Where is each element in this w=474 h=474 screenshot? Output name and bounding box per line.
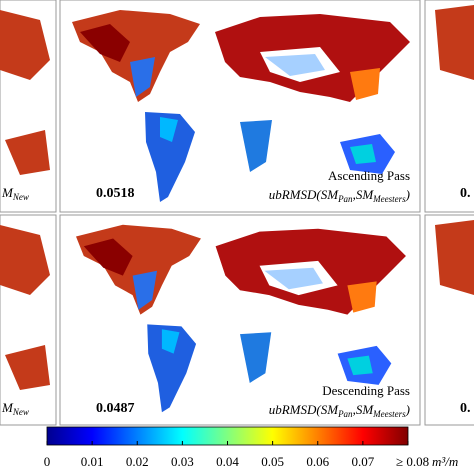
left-fragment: MNew	[1, 400, 29, 417]
metric: ubRMSD(SMPan,SMMeesters)	[269, 402, 410, 419]
paren: (	[316, 187, 321, 202]
sub: Meesters	[372, 194, 406, 204]
tick-label: 0.04	[216, 454, 239, 469]
tick-label: ≥ 0.08	[396, 454, 429, 469]
comma: ,	[353, 402, 356, 417]
sm: SM	[321, 187, 340, 202]
metric-prefix: ubRMSD	[269, 187, 317, 202]
sm: SM	[356, 187, 375, 202]
sm: SM	[356, 402, 375, 417]
score: 0.0487	[96, 401, 135, 416]
tick-label: 0	[44, 454, 51, 469]
tick-label: 0.06	[306, 454, 329, 469]
sub: New	[12, 407, 29, 417]
right-fragment: 0.	[460, 401, 471, 416]
paren: (	[316, 402, 321, 417]
tick-label: 0.02	[126, 454, 149, 469]
paren: )	[405, 402, 410, 417]
sub: New	[12, 192, 29, 202]
metric-prefix: ubRMSD	[269, 402, 317, 417]
right-map	[435, 220, 474, 295]
pass: Ascending Pass	[328, 168, 410, 183]
tick-label: 0.05	[261, 454, 284, 469]
panel-bottom	[0, 214, 474, 426]
pass: Descending Pass	[322, 383, 410, 398]
left-map	[0, 10, 50, 175]
sub: Pan	[337, 409, 353, 419]
panel-top	[0, 0, 474, 213]
metric: ubRMSD(SMPan,SMMeesters)	[269, 187, 410, 204]
sub: Meesters	[372, 409, 406, 419]
sub: Pan	[337, 194, 353, 204]
tick-label: 0.03	[171, 454, 194, 469]
left-fragment: MNew	[1, 185, 29, 202]
comma: ,	[353, 187, 356, 202]
score: 0.0518	[96, 186, 135, 201]
sm: M	[1, 185, 14, 200]
sm: M	[1, 400, 14, 415]
right-fragment: 0.	[460, 186, 471, 201]
colorbar-axis: 0 0.01 0.02 0.03 0.04 0.05 0.06 0.07 ≥ 0.08 m³/m	[44, 441, 458, 469]
unit: m³/m	[432, 454, 458, 469]
tick-label: 0.07	[352, 454, 375, 469]
tick-label: 0.01	[81, 454, 104, 469]
paren: )	[405, 187, 410, 202]
right-map	[435, 5, 474, 80]
sm: SM	[321, 402, 340, 417]
left-map	[0, 225, 50, 390]
